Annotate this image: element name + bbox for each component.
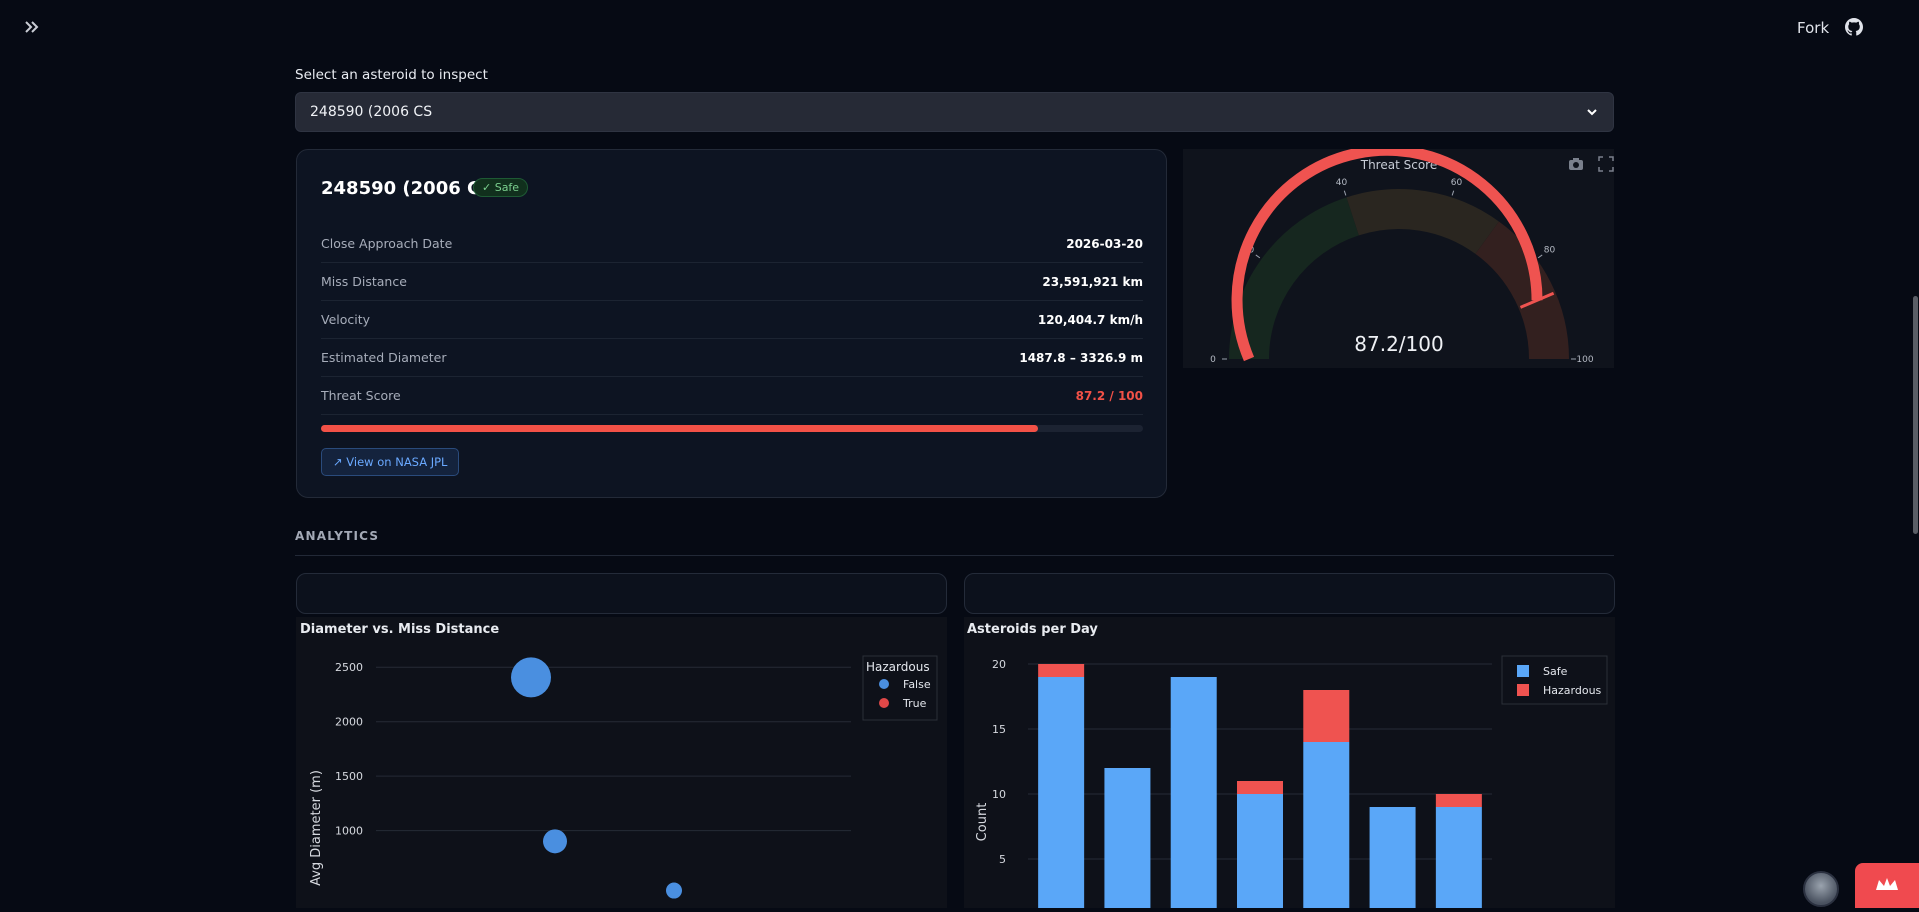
bar-chart-panel: Asteroids per Day 20 15 10 5 Count Safe Hazard…: [964, 617, 1615, 908]
threat-progress-fill: [321, 425, 1038, 432]
gauge-tick-label: 40: [1336, 178, 1348, 188]
asteroid-name: 248590 (2006 CS: [321, 178, 494, 199]
bar-legend-marker: [1517, 684, 1529, 696]
scatter-chart-title: Diameter vs. Miss Distance: [300, 622, 500, 637]
detail-row-velocity: Velocity 120,404.7 km/h: [321, 301, 1143, 339]
fullscreen-icon[interactable]: [1598, 156, 1614, 172]
gauge-tick-label: 100: [1576, 355, 1593, 365]
scatter-chart-panel: Diameter vs. Miss Distance 2500 2000 1500 1…: [296, 617, 947, 908]
bar-legend-label: Hazardous: [1543, 684, 1602, 697]
sidebar-expand-button[interactable]: [22, 17, 42, 41]
bar-safe: [1435, 807, 1482, 908]
gauge-value-arc: [1231, 144, 1543, 362]
gauge-title: Threat Score: [1360, 158, 1437, 172]
scatter-legend-title: Hazardous: [866, 660, 930, 674]
bar-legend-marker: [1517, 665, 1529, 677]
scatter-legend-box: [862, 655, 938, 721]
gauge-tick-label: 80: [1544, 246, 1556, 256]
detail-row-miss-distance: Miss Distance 23,591,921 km: [321, 263, 1143, 301]
bar-y-tick-label: 15: [992, 723, 1006, 736]
gauge-tick: [1451, 190, 1455, 196]
detail-value: 120,404.7 km/h: [1037, 312, 1143, 327]
gauge-value-text: 87.2/100: [1354, 332, 1443, 356]
filter-box-left[interactable]: [296, 573, 947, 614]
detail-row-threat-score: Threat Score 87.2 / 100: [321, 377, 1143, 415]
detail-key: Threat Score: [321, 388, 401, 403]
bar-chart-title: Asteroids per Day: [967, 622, 1098, 637]
bar-safe: [1237, 794, 1283, 908]
detail-key: Velocity: [321, 312, 371, 327]
filter-box-right[interactable]: [964, 573, 1615, 614]
analytics-section-title: ANALYTICS: [295, 529, 380, 543]
github-icon[interactable]: [1845, 18, 1863, 40]
camera-icon[interactable]: [1569, 158, 1583, 170]
scatter-legend-label: False: [903, 678, 931, 691]
asteroid-detail-card: 248590 (2006 CS ✓ Safe Close Approach Da…: [296, 149, 1167, 498]
asteroid-select-label: Select an asteroid to inspect: [295, 67, 488, 83]
bar-safe: [1170, 677, 1217, 908]
avatar[interactable]: [1803, 871, 1839, 907]
scatter-y-tick-label: 1000: [335, 825, 363, 838]
asteroid-select[interactable]: 248590 (2006 CS: [295, 92, 1614, 132]
asteroid-select-value: 248590 (2006 CS: [310, 104, 433, 120]
scatter-legend-marker: [879, 679, 889, 689]
threat-progress-bar: [321, 425, 1143, 432]
scatter-y-tick-label: 2000: [335, 716, 363, 729]
detail-row-approach-date: Close Approach Date 2026-03-20: [321, 225, 1143, 263]
bar-y-tick-label: 10: [992, 788, 1006, 801]
gauge-band-low: [1229, 197, 1360, 360]
bar-safe: [1038, 677, 1085, 908]
scatter-point: [511, 657, 551, 698]
detail-key: Miss Distance: [321, 274, 407, 289]
crown-icon: [1876, 878, 1898, 890]
gauge-tick-label: 60: [1451, 178, 1463, 188]
threat-score-value: 87.2 / 100: [1075, 388, 1143, 403]
detail-value: 1487.8 – 3326.9 m: [1019, 350, 1143, 365]
scatter-point: [666, 882, 682, 899]
streamlit-crown-button[interactable]: [1855, 863, 1919, 908]
gauge-tick: [1255, 254, 1261, 259]
gauge-tick: [1537, 254, 1543, 259]
gauge-threshold-marker: [1519, 291, 1555, 309]
detail-key: Close Approach Date: [321, 236, 453, 251]
scatter-point: [543, 829, 567, 854]
page-scrollbar[interactable]: [1913, 296, 1918, 534]
double-chevron-right-icon: [25, 21, 39, 33]
bar-safe: [1303, 742, 1350, 908]
bar-safe: [1104, 768, 1151, 908]
gauge-band-mid: [1346, 189, 1499, 255]
detail-value: 23,591,921 km: [1042, 274, 1143, 289]
view-nasa-jpl-button[interactable]: ↗ View on NASA JPL: [321, 448, 460, 476]
bar-hazardous: [1303, 690, 1350, 742]
scatter-y-tick-label: 2500: [335, 661, 363, 674]
bar-safe: [1369, 807, 1416, 908]
threat-gauge-chart: Threat Score 0 20 40 60 80 100 87.2/100: [1183, 144, 1614, 368]
detail-value: 2026-03-20: [1066, 236, 1143, 251]
gauge-tick-label: 0: [1210, 355, 1216, 365]
scatter-y-axis-label: Avg Diameter (m): [309, 770, 324, 886]
chevron-down-icon: [1587, 109, 1597, 116]
detail-key: Estimated Diameter: [321, 350, 447, 365]
gauge-tick: [1343, 190, 1347, 196]
bar-y-axis-label: Count: [975, 803, 990, 842]
divider: [295, 555, 1614, 556]
bar-hazardous: [1237, 781, 1283, 794]
fork-link[interactable]: Fork: [1797, 19, 1830, 37]
scatter-legend-marker: [879, 698, 889, 708]
scatter-y-tick-label: 1500: [335, 770, 363, 783]
scatter-legend-label: True: [902, 697, 927, 710]
status-badge: ✓ Safe: [473, 178, 529, 197]
bar-legend-label: Safe: [1543, 665, 1568, 678]
bar-hazardous: [1435, 794, 1482, 807]
detail-row-diameter: Estimated Diameter 1487.8 – 3326.9 m: [321, 339, 1143, 377]
bar-y-tick-label: 20: [992, 658, 1006, 671]
bar-y-tick-label: 5: [999, 853, 1006, 866]
bar-hazardous: [1038, 664, 1085, 677]
